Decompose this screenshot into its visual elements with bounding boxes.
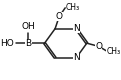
Text: CH₃: CH₃	[65, 3, 79, 12]
Text: CH₃: CH₃	[107, 47, 121, 56]
Text: O: O	[56, 12, 63, 21]
Text: O: O	[95, 42, 102, 51]
Text: OH: OH	[22, 22, 35, 31]
Text: B: B	[25, 39, 31, 48]
Text: N: N	[73, 53, 80, 62]
Text: HO: HO	[1, 39, 14, 48]
Text: N: N	[73, 24, 80, 33]
